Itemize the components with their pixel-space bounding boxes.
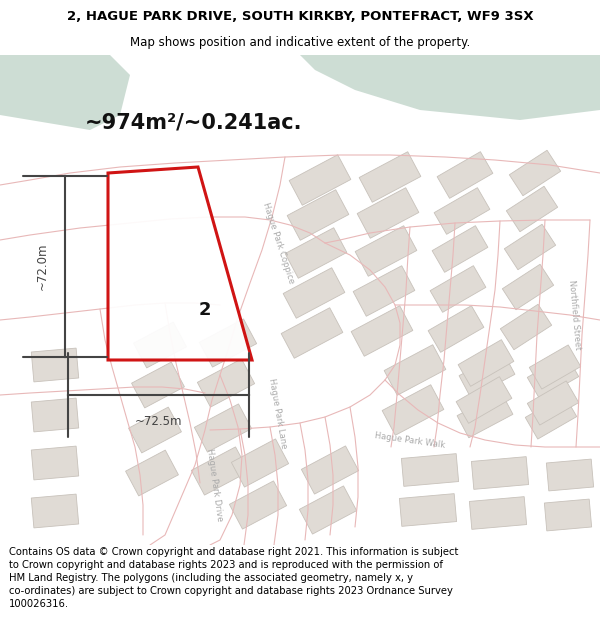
Bar (191, 447, 248, 495)
Bar (283, 268, 345, 318)
Bar (437, 152, 493, 198)
Bar (401, 454, 458, 486)
Bar (359, 152, 421, 202)
Polygon shape (0, 55, 130, 130)
Bar (502, 264, 554, 310)
Bar (281, 308, 343, 358)
Polygon shape (108, 167, 252, 360)
Bar (458, 339, 514, 386)
Bar (459, 352, 515, 398)
Bar (131, 362, 184, 408)
Bar (31, 494, 79, 528)
Bar (382, 385, 444, 435)
Bar (527, 381, 579, 425)
Bar (469, 497, 527, 529)
Bar (355, 226, 417, 276)
Text: Hague Park Coppice: Hague Park Coppice (260, 201, 295, 285)
Bar (232, 439, 289, 487)
Bar (31, 348, 79, 382)
Bar (31, 446, 79, 480)
Bar (509, 150, 560, 196)
Bar (456, 377, 512, 423)
Bar (128, 407, 181, 453)
Bar (547, 459, 593, 491)
Bar (432, 226, 488, 272)
Bar (544, 499, 592, 531)
Bar (430, 266, 486, 312)
Bar (500, 304, 551, 350)
Text: Hague Park Drive: Hague Park Drive (205, 448, 224, 522)
Text: ~72.5m: ~72.5m (135, 415, 182, 428)
Text: Hague Park Lane: Hague Park Lane (268, 377, 289, 449)
Text: ~72.0m: ~72.0m (35, 242, 49, 290)
Bar (229, 481, 287, 529)
Bar (197, 359, 254, 407)
Bar (289, 155, 351, 205)
Bar (125, 450, 178, 496)
Text: Hague Park Walk: Hague Park Walk (374, 431, 446, 449)
Text: Map shows position and indicative extent of the property.: Map shows position and indicative extent… (130, 36, 470, 49)
Bar (472, 457, 529, 489)
Polygon shape (300, 55, 600, 120)
Bar (505, 224, 556, 270)
Bar (506, 186, 557, 232)
Bar (457, 392, 513, 438)
Bar (434, 188, 490, 234)
Text: 2, HAGUE PARK DRIVE, SOUTH KIRKBY, PONTEFRACT, WF9 3SX: 2, HAGUE PARK DRIVE, SOUTH KIRKBY, PONTE… (67, 10, 533, 23)
Bar (357, 188, 419, 238)
Bar (199, 319, 257, 367)
Bar (301, 446, 359, 494)
Text: Northfield Street: Northfield Street (568, 279, 583, 351)
Bar (384, 345, 446, 395)
Bar (400, 494, 457, 526)
Bar (299, 486, 356, 534)
Bar (353, 266, 415, 316)
Text: Contains OS data © Crown copyright and database right 2021. This information is : Contains OS data © Crown copyright and d… (9, 548, 458, 609)
Bar (529, 345, 581, 389)
Bar (31, 398, 79, 432)
Bar (194, 404, 251, 452)
Bar (134, 322, 187, 368)
Bar (527, 355, 579, 399)
Bar (287, 190, 349, 240)
Bar (525, 395, 577, 439)
Text: 2: 2 (199, 301, 211, 319)
Text: ~974m²/~0.241ac.: ~974m²/~0.241ac. (85, 113, 302, 133)
Bar (428, 306, 484, 352)
Bar (285, 228, 347, 278)
Bar (351, 306, 413, 356)
